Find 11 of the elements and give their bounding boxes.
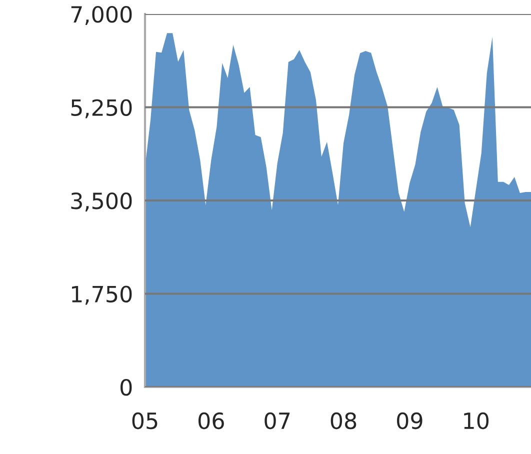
x-tick-label: 05 [132,412,158,430]
y-tick-label: 5,250 [71,99,132,118]
y-tick-label: 1,750 [72,286,132,305]
x-tick-label: 07 [264,412,290,430]
x-tick-label: 08 [330,412,356,430]
y-tick-label: 7,000 [71,6,132,26]
x-tick-label: 06 [198,412,224,430]
x-tick-label: 09 [397,412,422,430]
x-tick-label: 10 [464,412,489,430]
y-tick-label: 0 [120,378,132,396]
y-tick-label: 3,500 [71,192,132,212]
